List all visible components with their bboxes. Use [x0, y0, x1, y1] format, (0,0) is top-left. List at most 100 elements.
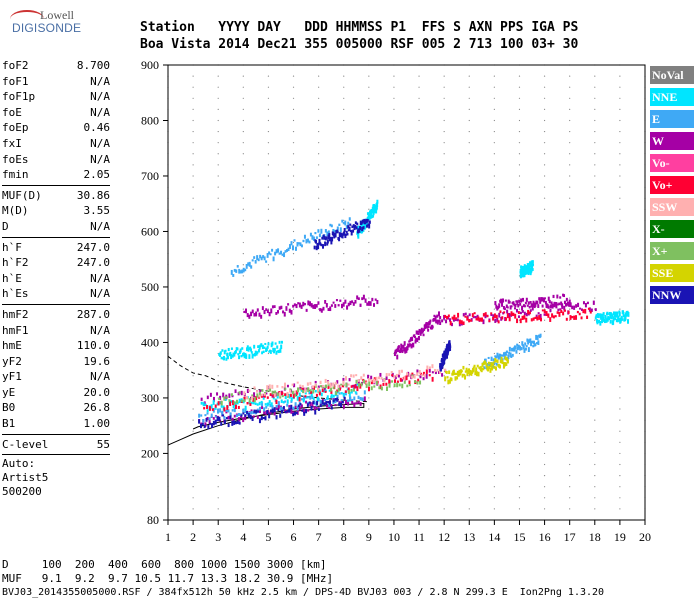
grid-dot: [267, 319, 270, 321]
echo-point: [273, 350, 276, 354]
grid-dot: [368, 142, 370, 144]
grid-dot: [569, 119, 571, 122]
echo-point: [416, 369, 419, 373]
echo-point: [510, 305, 513, 308]
echo-point: [400, 343, 403, 349]
echo-point: [232, 404, 235, 409]
grid-dot: [518, 142, 521, 144]
echo-point: [287, 247, 290, 252]
echo-point: [243, 310, 246, 314]
grid-dot: [393, 286, 395, 288]
echo-point: [406, 372, 409, 376]
echo-point: [489, 368, 492, 373]
grid-dot: [418, 186, 420, 188]
echo-point: [359, 397, 362, 401]
grid-dot: [518, 86, 521, 88]
echo-point: [553, 304, 556, 308]
echo-point: [482, 319, 485, 325]
grid-dot: [217, 319, 219, 321]
echo-point: [306, 238, 309, 243]
echo-point: [380, 386, 383, 391]
grid-dot: [518, 330, 521, 332]
param-name: C-level: [2, 437, 49, 451]
echo-point: [280, 250, 283, 255]
echo-point: [256, 308, 259, 312]
echo-point: [329, 223, 332, 227]
grid-dot: [468, 230, 470, 233]
echo-point: [437, 371, 440, 374]
x-tick-label: 5: [265, 530, 271, 544]
echo-point: [265, 405, 268, 409]
grid-dot: [292, 352, 295, 355]
grid-dot: [393, 241, 395, 244]
grid-dot: [569, 497, 571, 499]
echo-point: [503, 311, 506, 314]
grid-dot: [493, 186, 495, 188]
echo-point: [258, 312, 261, 317]
echo-point: [346, 305, 349, 310]
echo-point: [328, 400, 331, 405]
echo-point: [317, 408, 320, 411]
echo-point: [516, 300, 519, 306]
echo-point: [275, 350, 278, 355]
echo-point: [275, 404, 278, 408]
echo-point: [509, 305, 512, 310]
grid-dot: [393, 508, 395, 510]
grid-dot: [543, 364, 546, 366]
echo-point: [209, 392, 212, 397]
echo-point: [220, 400, 223, 406]
echo-point: [302, 395, 305, 401]
echo-point: [558, 302, 561, 306]
echo-point: [271, 384, 274, 389]
echo-point: [251, 259, 254, 262]
footer-distance-row: D 100 200 400 600 800 1000 1500 3000 [km…: [2, 558, 327, 571]
param-value: N/A: [90, 90, 110, 104]
echo-point: [234, 404, 237, 410]
echo-trace-w: [494, 293, 572, 311]
echo-point: [502, 354, 505, 357]
echo-point: [292, 412, 295, 417]
grid-dot: [468, 253, 470, 255]
echo-point: [257, 258, 260, 262]
param-value: N/A: [90, 271, 110, 285]
grid-dot: [569, 164, 571, 166]
autoscaling-info: Auto: Artist5 500200: [2, 457, 110, 499]
param-name: D: [2, 219, 9, 233]
grid-dot: [443, 452, 445, 455]
echo-point: [370, 380, 373, 385]
echo-point: [351, 398, 354, 401]
echo-point: [360, 376, 363, 380]
echo-point: [340, 399, 343, 402]
grid-dot: [443, 186, 445, 188]
echo-point: [278, 340, 281, 344]
grid-dot: [368, 330, 370, 332]
echo-point: [245, 264, 248, 269]
param-row: B1 1.00: [2, 416, 110, 432]
echo-point: [482, 367, 485, 371]
echo-point: [321, 388, 324, 392]
echo-point: [312, 389, 315, 394]
echo-point: [532, 300, 535, 306]
grid-dot: [569, 186, 571, 188]
grid-dot: [368, 352, 370, 355]
echo-point: [589, 310, 592, 314]
echo-point: [505, 362, 508, 366]
echo-point: [256, 393, 259, 398]
grid-dot: [594, 86, 596, 88]
echo-point: [510, 311, 513, 316]
echo-point: [523, 305, 526, 308]
grid-dot: [393, 86, 395, 88]
echo-point: [368, 223, 371, 229]
echo-point: [268, 312, 271, 317]
x-tick-label: 20: [639, 530, 651, 544]
echo-point: [467, 368, 470, 374]
echo-point: [448, 318, 451, 322]
grid-dot: [594, 253, 596, 255]
echo-point: [368, 381, 371, 386]
grid-dot: [242, 475, 244, 477]
param-value: N/A: [90, 105, 110, 119]
grid-dot: [493, 197, 495, 199]
grid-dot: [468, 419, 470, 421]
echo-point: [523, 273, 526, 278]
grid-dot: [267, 241, 270, 244]
